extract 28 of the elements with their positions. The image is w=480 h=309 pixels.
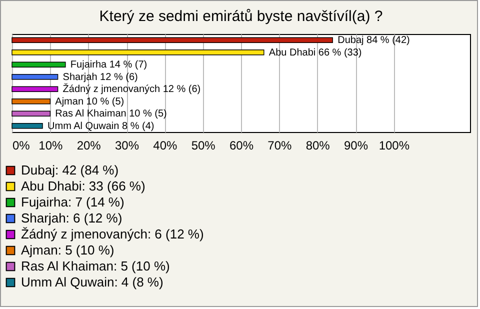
- x-tick-label: 0%: [12, 138, 30, 152]
- data-label: Ajman 10 % (5): [55, 96, 124, 108]
- chart-title: Který ze sedmi emirátů byste navštívíl(a) ?: [99, 8, 383, 25]
- legend-label: Sharjah: 6 (12 %): [21, 210, 122, 226]
- x-tick-label: 50%: [191, 138, 216, 152]
- legend-label: Žádný z jmenovaných: 6 (12 %): [21, 226, 204, 242]
- data-label: Dubaj 84 % (42): [338, 35, 410, 46]
- data-label: Ras Al Khaiman 10 % (5): [55, 108, 167, 120]
- x-tick-label: 10%: [38, 138, 63, 152]
- legend-label: Ajman: 5 (10 %): [21, 242, 114, 258]
- data-label: Umm Al Quwain 8 % (4): [48, 120, 154, 132]
- legend-label: Umm Al Quwain: 4 (8 %): [21, 274, 164, 290]
- data-label: Fujairha 14 % (7): [70, 60, 148, 71]
- x-tick-label: 100%: [378, 138, 410, 152]
- legend-label: Ras Al Khaiman: 5 (10 %): [21, 258, 170, 274]
- x-tick-label: 70%: [268, 138, 292, 152]
- x-tick-label: 30%: [114, 138, 140, 152]
- legend-label: Dubaj: 42 (84 %): [21, 162, 119, 178]
- x-tick-label: 20%: [76, 138, 102, 152]
- data-label: Sharjah 12 % (6): [62, 72, 138, 83]
- x-tick-label: 40%: [153, 138, 178, 152]
- x-tick-label: 60%: [229, 138, 254, 152]
- x-tick-label: 80%: [306, 138, 330, 152]
- data-label: Žádný z jmenovaných 12 % (6): [62, 83, 201, 96]
- legend-label: Fujairha: 7 (14 %): [21, 194, 124, 210]
- data-label: Abu Dhabi 66 % (33): [268, 47, 362, 58]
- legend-label: Abu Dhabi: 33 (66 %): [21, 178, 146, 194]
- x-tick-label: 90%: [344, 138, 368, 152]
